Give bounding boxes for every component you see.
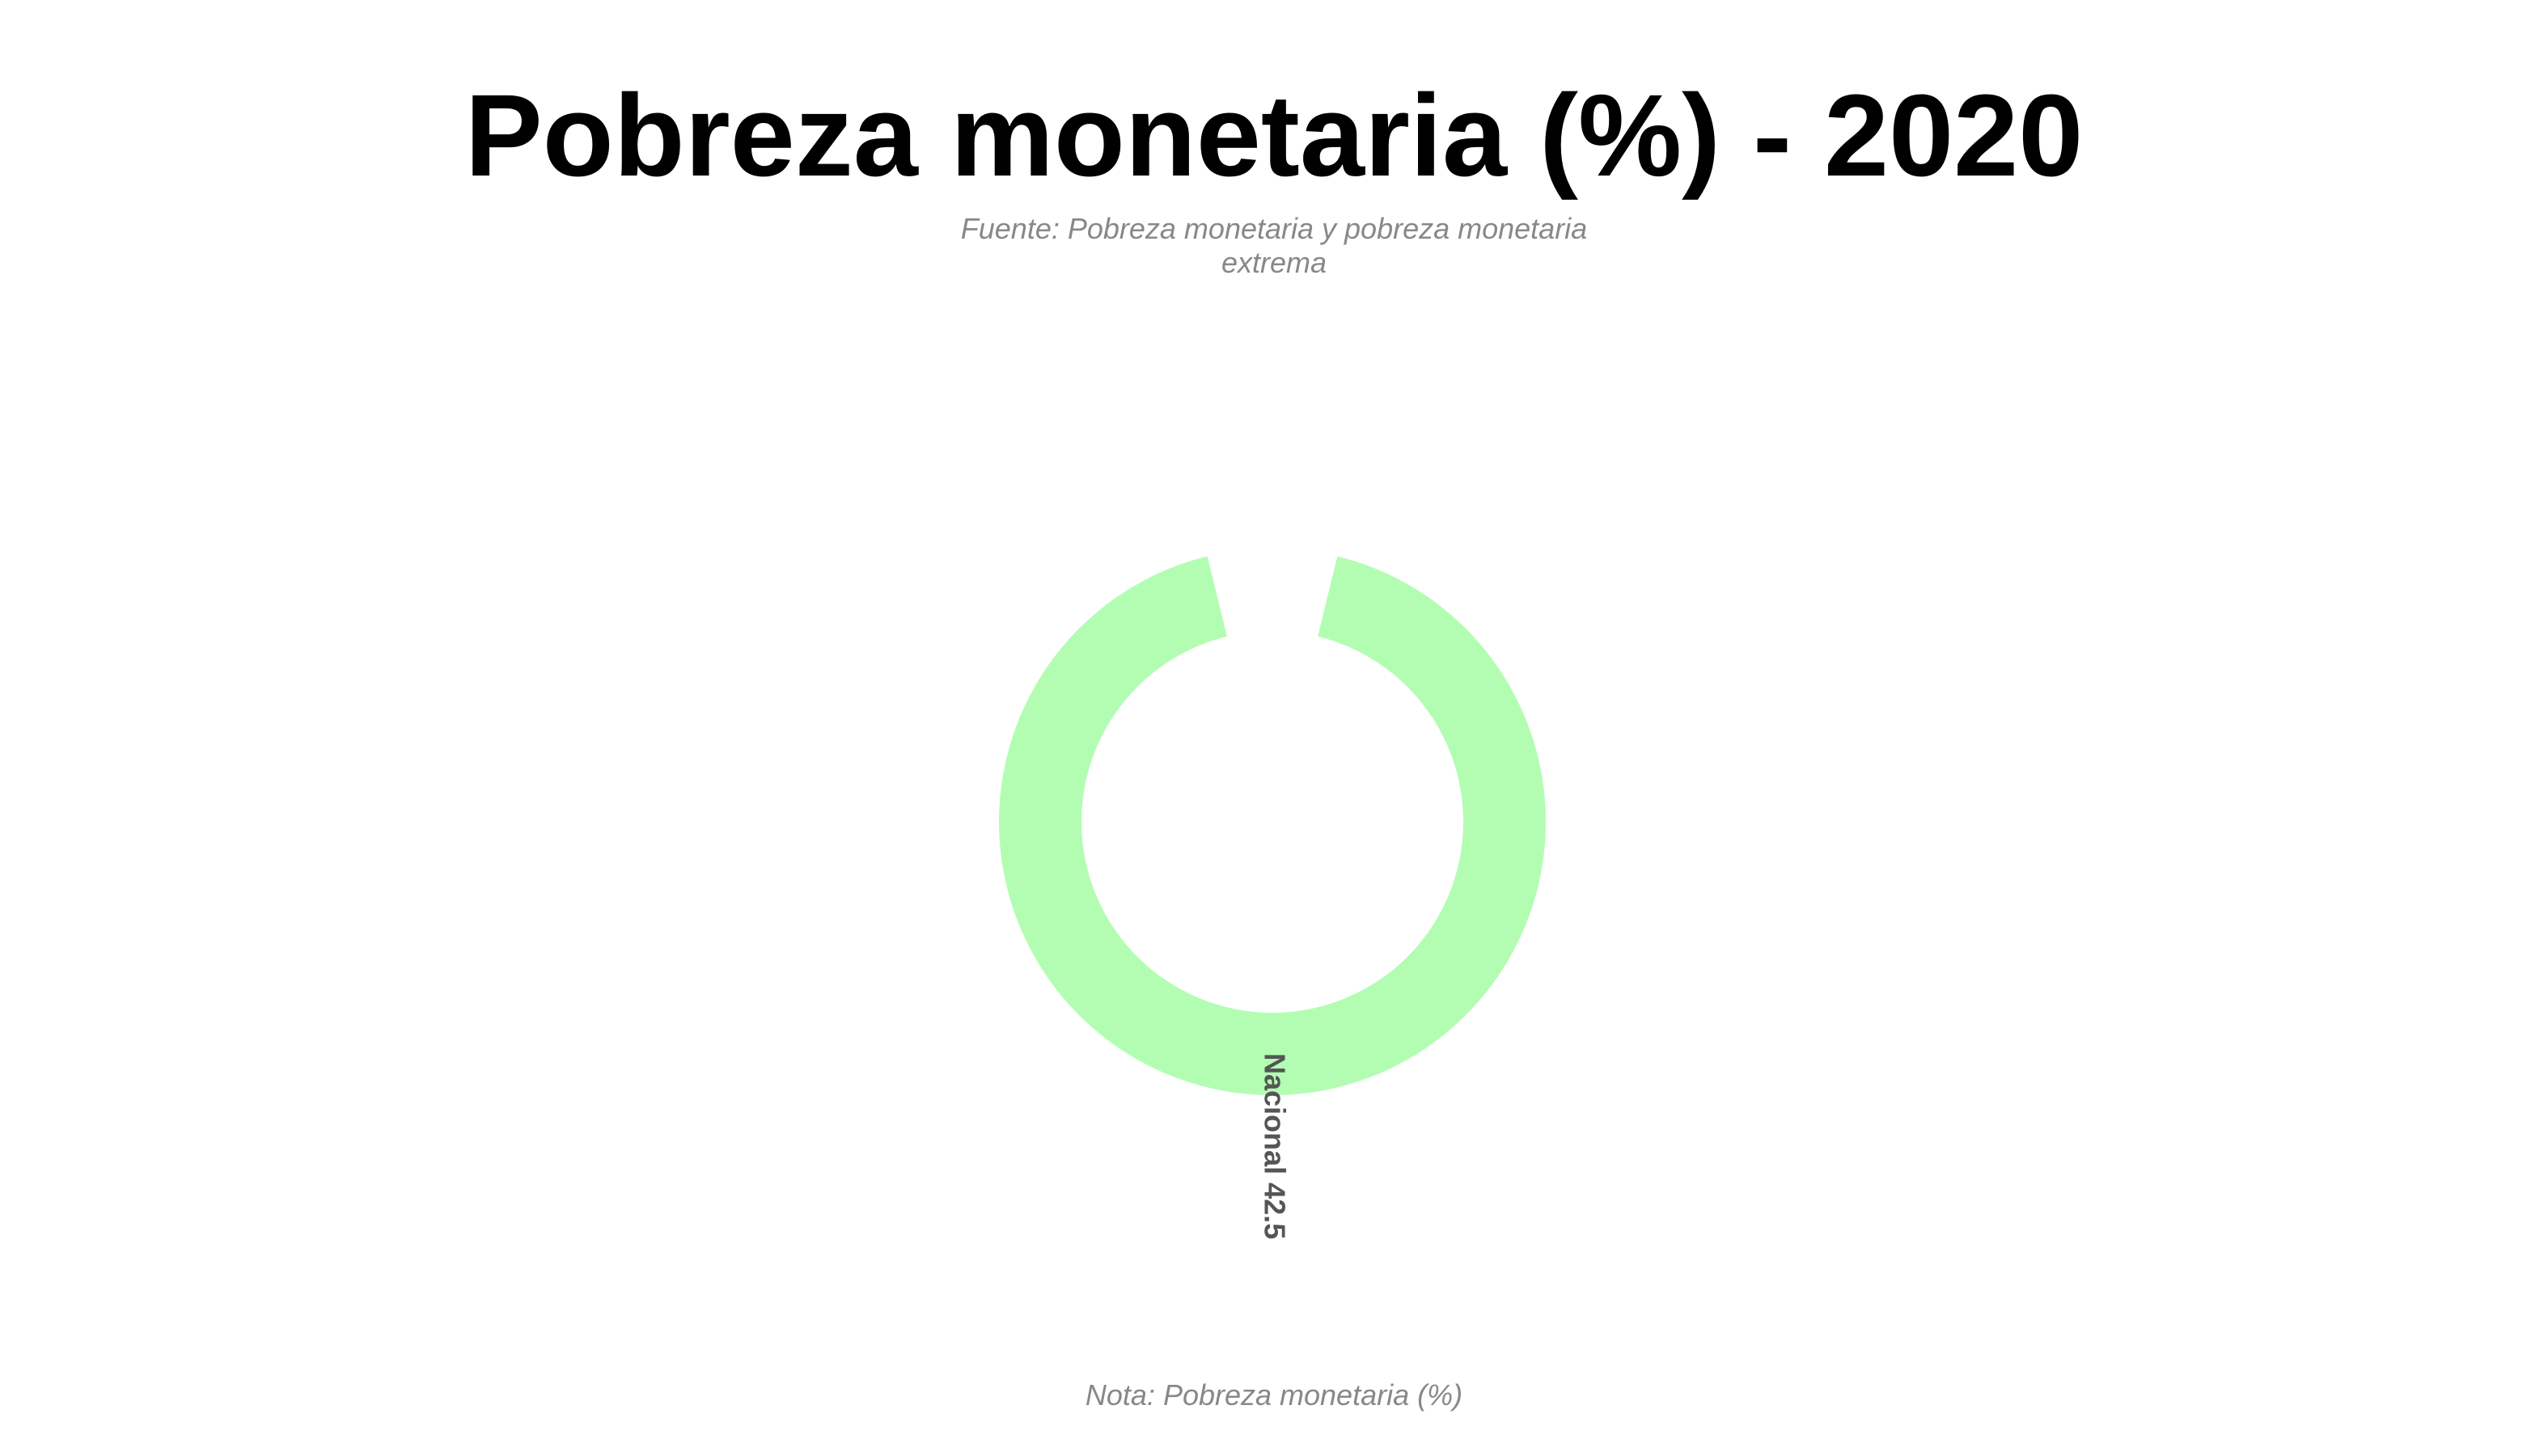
slice-label-nacional: Nacional 42.5 <box>1258 1053 1291 1239</box>
chart-subtitle: Fuente: Pobreza monetaria y pobreza mone… <box>960 212 1588 279</box>
donut-slice-nacional <box>999 556 1546 1095</box>
chart-title: Pobreza monetaria (%) - 2020 <box>464 70 2084 201</box>
chart-note: Nota: Pobreza monetaria (%) <box>1085 1378 1463 1412</box>
